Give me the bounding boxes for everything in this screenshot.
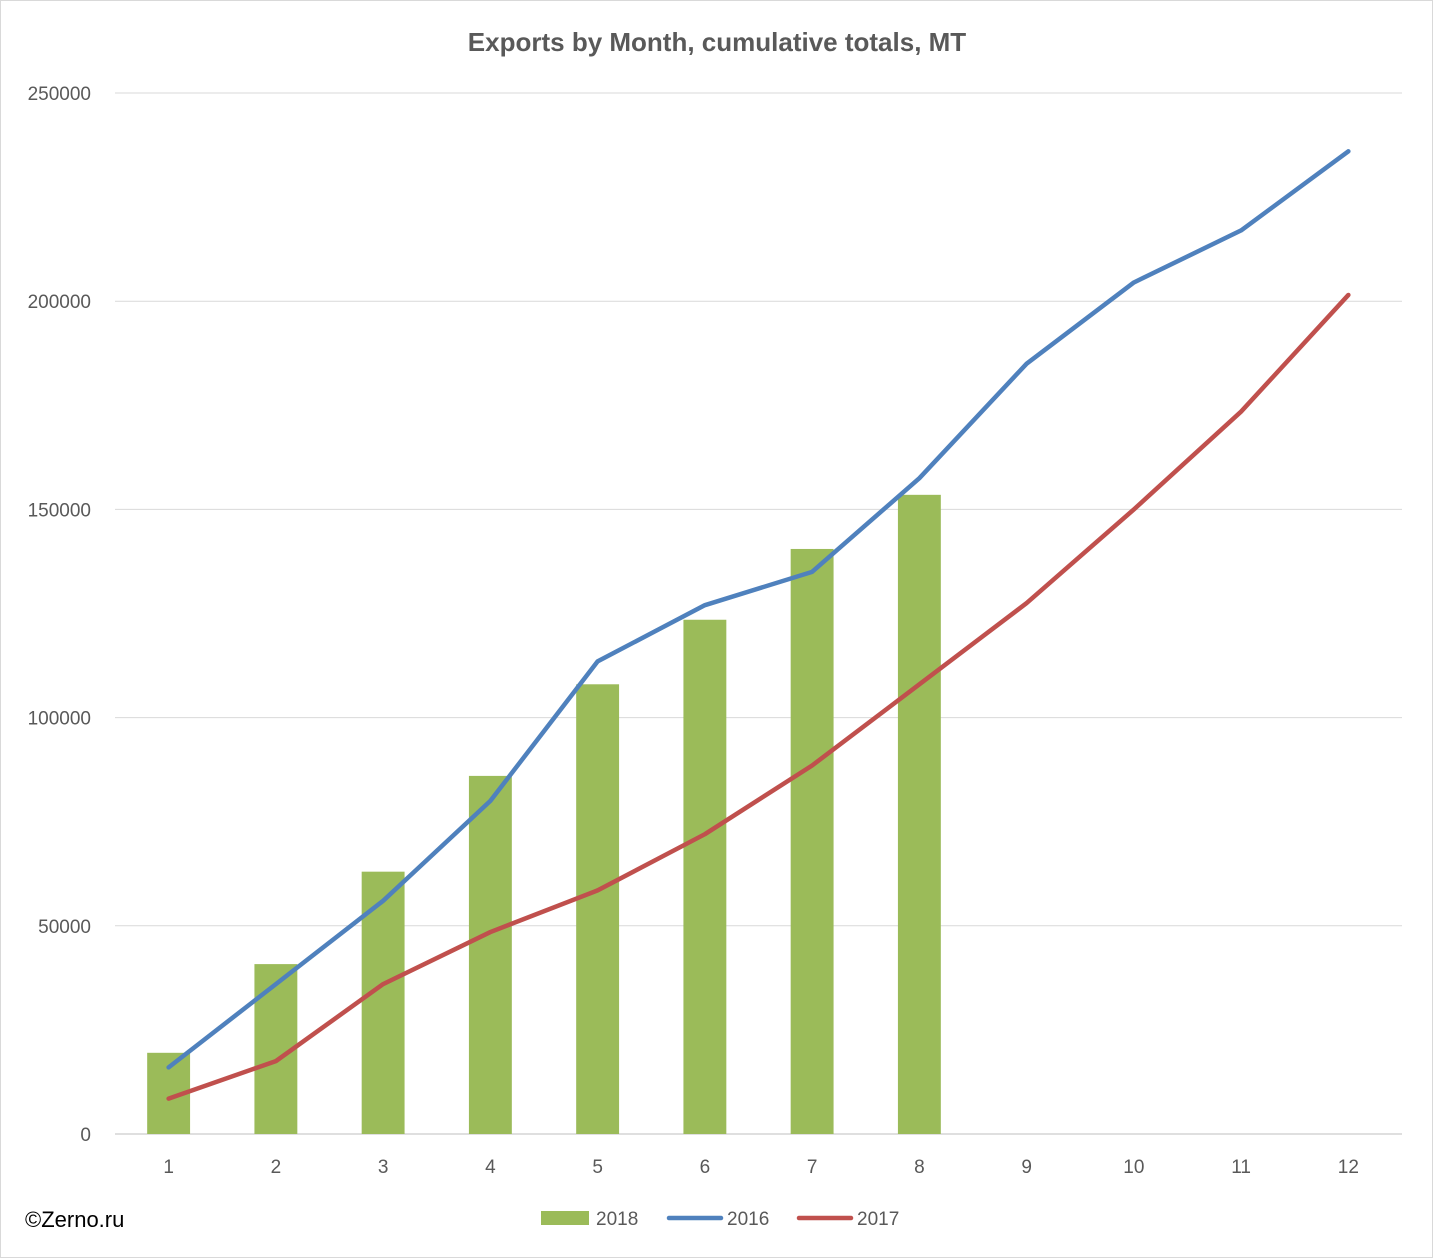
y-tick-label: 200000 bbox=[28, 292, 91, 313]
bar-2018-5 bbox=[576, 684, 620, 1134]
x-tick-label: 6 bbox=[700, 1157, 711, 1178]
y-tick-label: 100000 bbox=[28, 709, 91, 730]
x-tick-label: 2 bbox=[271, 1157, 282, 1178]
chart-title: Exports by Month, cumulative totals, MT bbox=[468, 27, 966, 57]
credit-text: ©Zerno.ru bbox=[25, 1207, 125, 1232]
y-tick-label: 0 bbox=[80, 1125, 91, 1146]
x-axis-tick-labels: 1 2 3 4 5 6 7 8 9 10 11 12 bbox=[163, 1157, 1359, 1178]
legend: 2018 2016 2017 bbox=[541, 1209, 899, 1230]
y-axis-tick-labels: 0 50000 100000 150000 200000 250000 bbox=[28, 84, 91, 1146]
bar-2018-7 bbox=[790, 548, 834, 1134]
x-tick-label: 4 bbox=[485, 1157, 496, 1178]
x-tick-label: 11 bbox=[1231, 1157, 1251, 1178]
line-series-2016 bbox=[166, 149, 1351, 1070]
x-tick-label: 9 bbox=[1021, 1157, 1032, 1178]
y-tick-label: 150000 bbox=[28, 500, 91, 521]
legend-label-2018: 2018 bbox=[596, 1209, 638, 1230]
x-tick-label: 10 bbox=[1123, 1157, 1144, 1178]
bar-2018-6 bbox=[683, 619, 727, 1134]
line-series-layer bbox=[166, 149, 1351, 1101]
grid-layer bbox=[115, 92, 1402, 1135]
x-tick-label: 1 bbox=[163, 1157, 174, 1178]
bar-series-2018 bbox=[147, 494, 941, 1134]
line-series-2017 bbox=[166, 292, 1351, 1101]
x-tick-label: 7 bbox=[807, 1157, 818, 1178]
x-tick-label: 3 bbox=[378, 1157, 389, 1178]
x-tick-label: 8 bbox=[914, 1157, 925, 1178]
legend-swatch-2018 bbox=[541, 1211, 589, 1225]
legend-label-2017: 2017 bbox=[857, 1209, 899, 1230]
y-tick-label: 50000 bbox=[38, 917, 91, 938]
bar-2018-3 bbox=[361, 871, 405, 1134]
x-tick-label: 5 bbox=[592, 1157, 603, 1178]
bar-2018-4 bbox=[468, 775, 512, 1134]
bar-2018-8 bbox=[897, 494, 941, 1134]
y-tick-label: 250000 bbox=[28, 84, 91, 105]
x-tick-label: 12 bbox=[1338, 1157, 1359, 1178]
legend-label-2016: 2016 bbox=[727, 1209, 769, 1230]
